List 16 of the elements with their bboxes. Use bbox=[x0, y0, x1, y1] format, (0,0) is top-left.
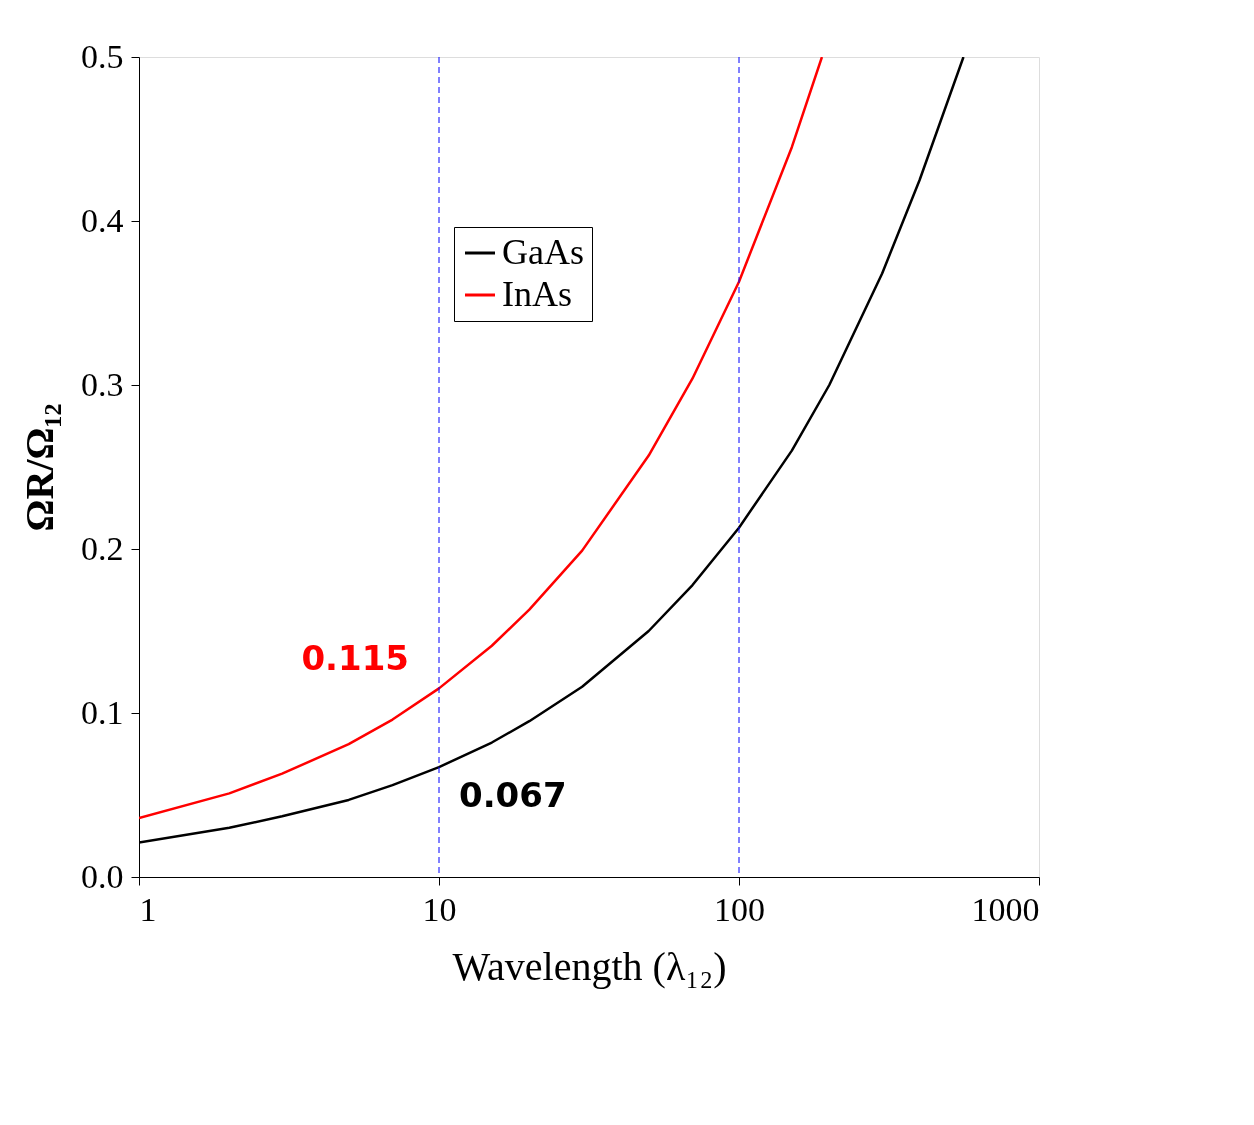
annotation: 0.115 bbox=[301, 638, 409, 679]
y-tick-label: 0.4 bbox=[81, 201, 124, 239]
legend-label: InAs bbox=[502, 274, 572, 314]
x-tick-label: 10 bbox=[422, 890, 457, 928]
legend-label: GaAs bbox=[502, 232, 584, 272]
y-tick-label: 0.3 bbox=[81, 365, 124, 403]
annotation: 0.067 bbox=[459, 775, 567, 816]
x-tick-label: 1000 bbox=[971, 890, 1040, 928]
y-tick-label: 0.1 bbox=[81, 693, 124, 731]
y-tick-label: 0.5 bbox=[81, 37, 124, 75]
y-tick-label: 0.0 bbox=[81, 857, 124, 895]
x-tick-label: 1 bbox=[139, 890, 157, 928]
x-axis-title: Wavelength (λ₁₂) bbox=[452, 943, 727, 989]
x-tick-label: 100 bbox=[714, 890, 765, 928]
y-axis-title: ΩR/Ω₁₂ bbox=[17, 403, 62, 532]
y-tick-label: 0.2 bbox=[81, 529, 124, 567]
